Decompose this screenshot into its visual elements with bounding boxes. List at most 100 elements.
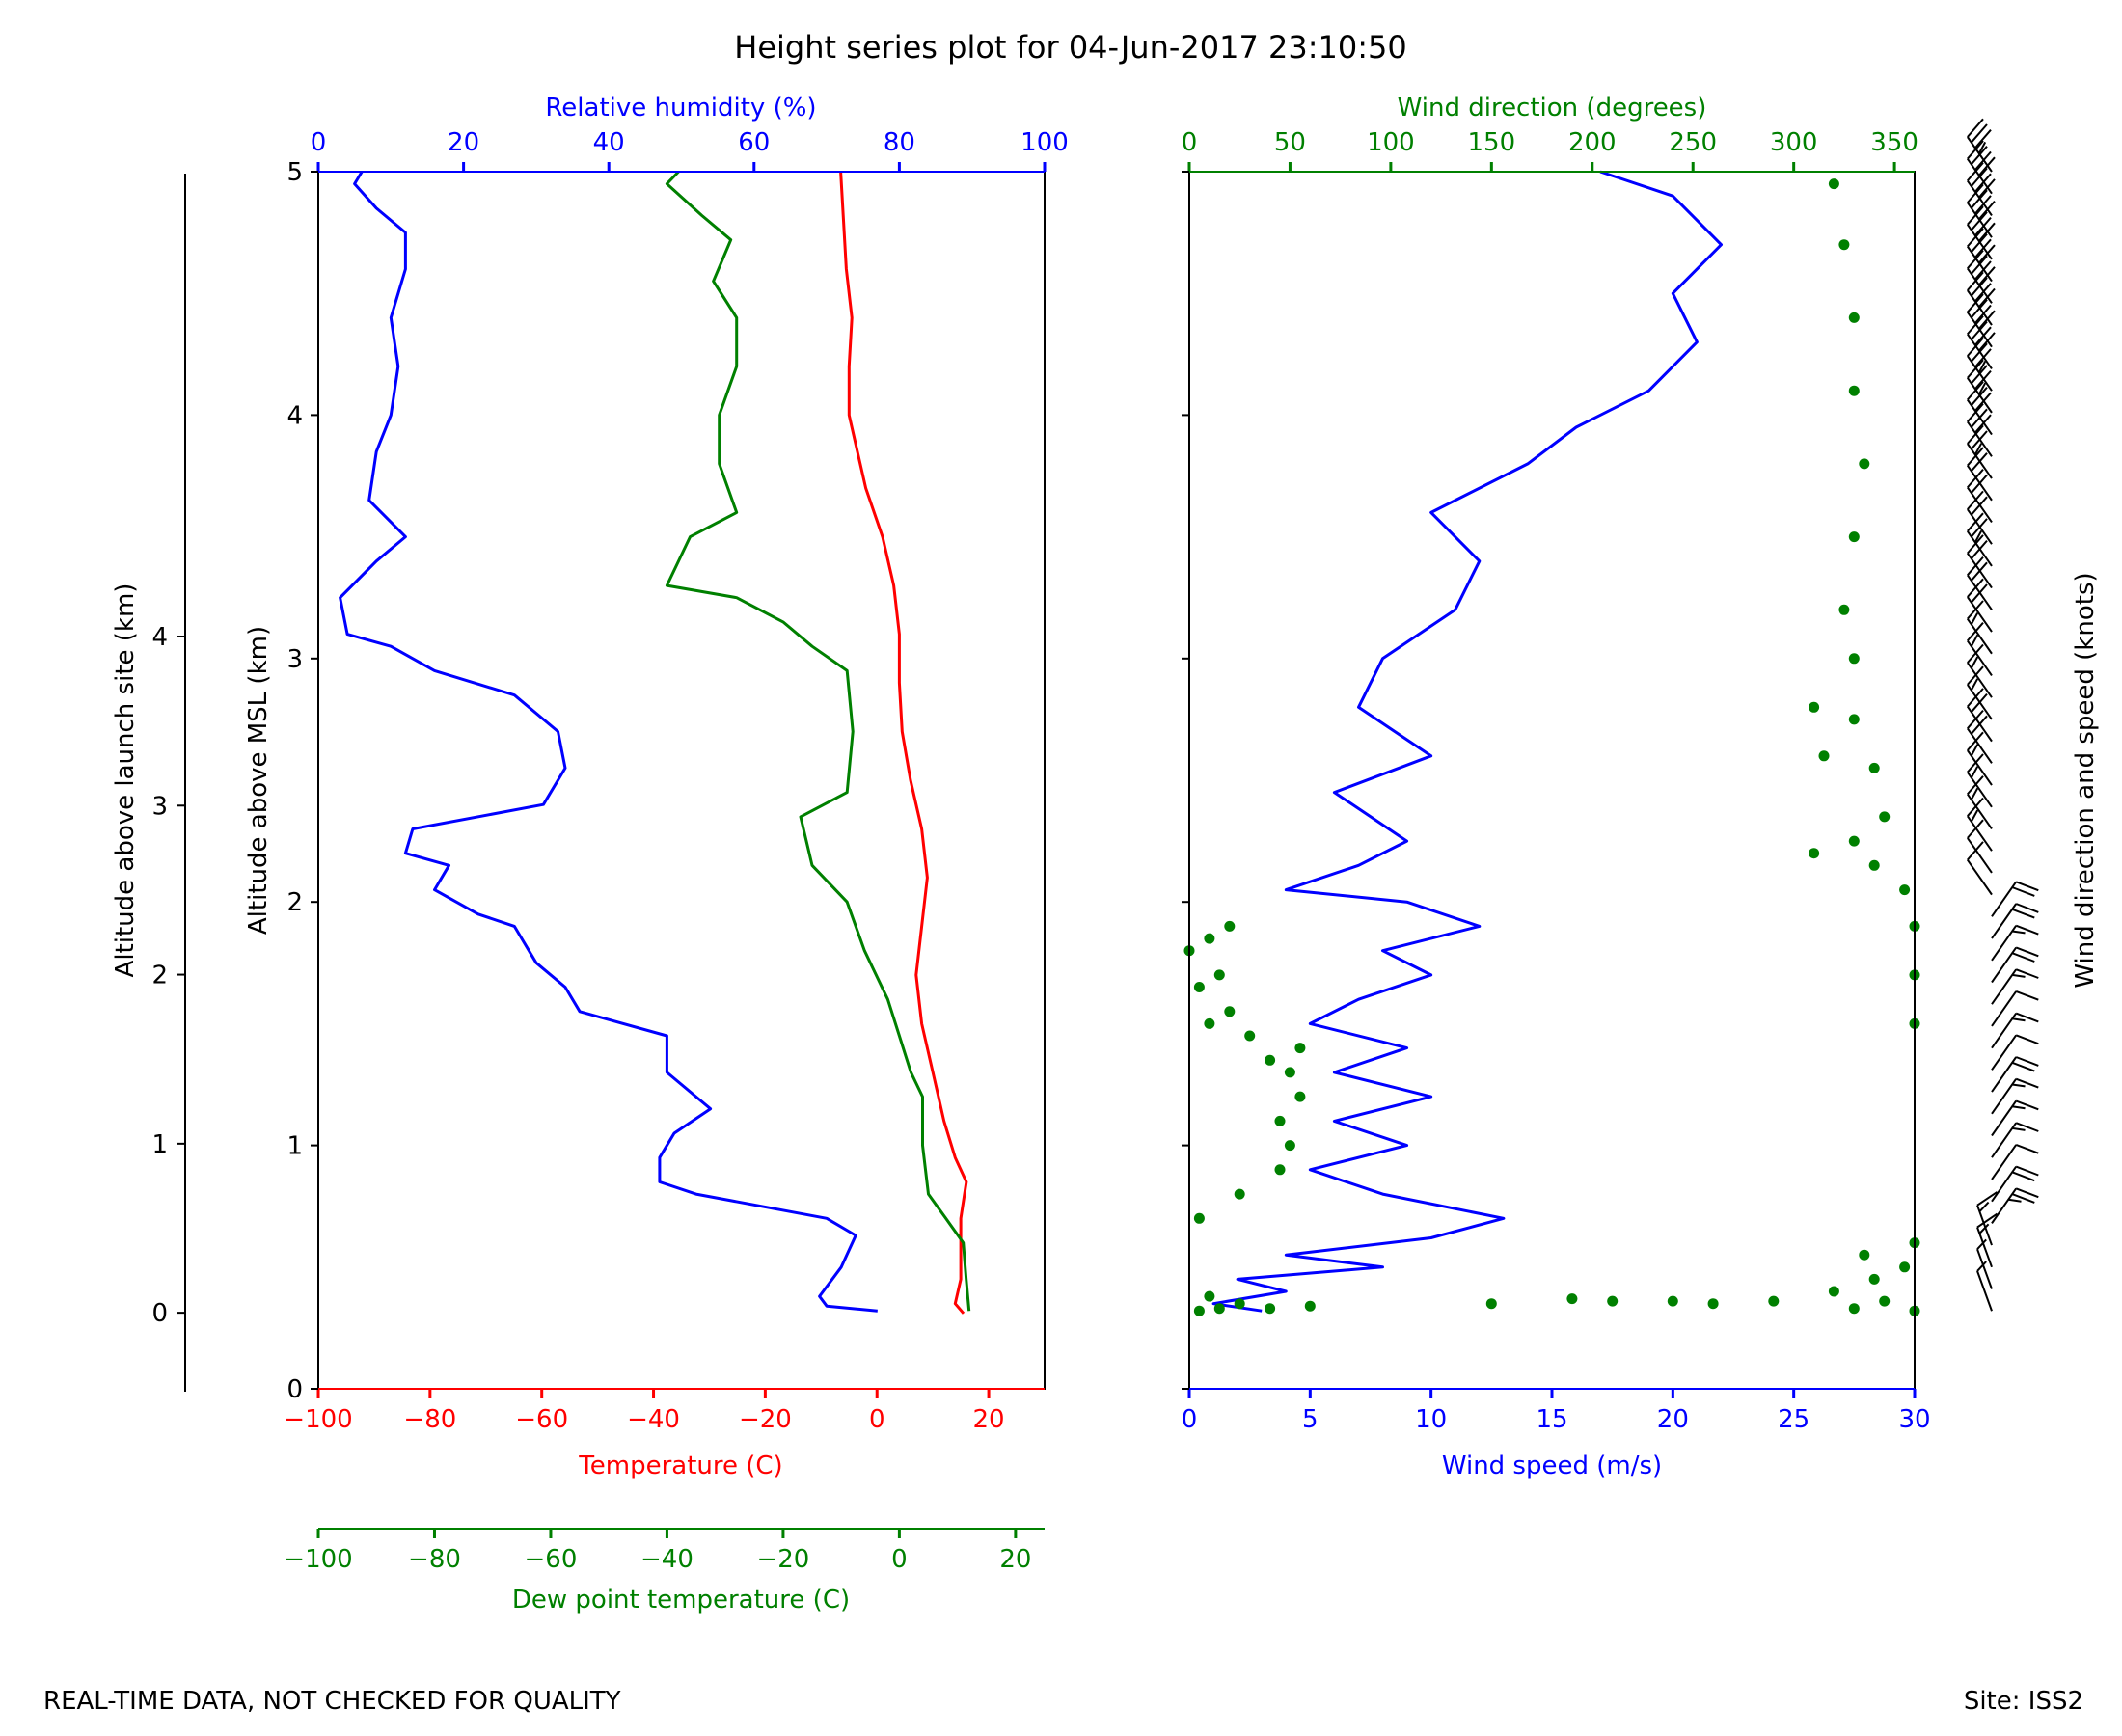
- wind-barb-feather: [1974, 348, 1992, 368]
- wind-barb-staff: [1966, 443, 1993, 479]
- wind-direction-point: [1868, 859, 1880, 871]
- wind-barb-feather: [1971, 232, 1988, 253]
- wind-panel: 0 5 10 15 20 25 300 50 100 150 200 250 300 350 Wind s…: [1182, 94, 1931, 1480]
- wind-barb-feather: [1977, 141, 1987, 154]
- speed-tick-label: 0: [1182, 1405, 1198, 1434]
- wind-barb-staff: [1966, 465, 1993, 502]
- wind-barb-feather: [1967, 731, 1984, 751]
- wind-barb-feather: [1971, 692, 1988, 713]
- rh-tick-label: 20: [448, 128, 479, 157]
- wind-barb-staff: [1991, 881, 2018, 917]
- wind-barb-feather: [1967, 665, 1984, 686]
- wind-barb-feather: [2011, 886, 2035, 897]
- wind-direction-point: [1284, 1140, 1295, 1152]
- wind-barb-feather: [2011, 1171, 2035, 1182]
- dir-axis-label: Wind direction (degrees): [1398, 94, 1707, 122]
- wind-barb-staff: [1966, 837, 1993, 874]
- wind-series: [1183, 170, 1920, 1316]
- speed-tick-label: 10: [1415, 1405, 1447, 1434]
- dir-tick-label: 350: [1870, 128, 1918, 157]
- wind-speed-line: [1211, 170, 1723, 1313]
- wind-direction-point: [1828, 178, 1839, 190]
- wind-barb-staff: [1966, 377, 1993, 414]
- wind-direction-point: [1848, 714, 1860, 725]
- wind-barb-feather: [1967, 688, 1984, 708]
- wind-barb-feather: [1967, 381, 1984, 401]
- wind-direction-point: [1818, 750, 1830, 762]
- wind-barb-staff: [1966, 553, 1993, 589]
- wind-direction-point: [1879, 811, 1891, 823]
- wind-barb-feather: [1970, 787, 1979, 800]
- dew-tick-label: −20: [756, 1545, 809, 1574]
- temp-axis-label: Temperature (C): [578, 1451, 782, 1480]
- wind-barb-feather: [1967, 359, 1984, 379]
- chart-title: Height series plot for 04-Jun-2017 23:10…: [734, 29, 1406, 66]
- wind-direction-point: [1193, 1305, 1205, 1316]
- wind-barb-staff: [1966, 355, 1993, 392]
- speed-tick-label: 30: [1898, 1405, 1930, 1434]
- wind-barb-feather: [1978, 156, 1996, 176]
- wind-barb-staff: [1991, 1187, 2018, 1224]
- launch-tick-label: 1: [151, 1130, 168, 1159]
- wind-barb-staff: [1991, 1122, 2018, 1158]
- wind-barb-feather: [2015, 946, 2039, 958]
- wind-barb-staff: [1991, 990, 2018, 1027]
- wind-barb-feather: [2012, 973, 2026, 978]
- wind-barb-feather: [1971, 539, 1988, 559]
- rh-profile-line: [339, 171, 878, 1313]
- wind-barb-feather: [1974, 195, 1992, 215]
- wind-barb-feather: [1971, 342, 1988, 363]
- wind-barb-feather: [1967, 643, 1984, 664]
- wind-barb-staff: [1991, 1034, 2018, 1071]
- wind-direction-point: [1859, 1249, 1870, 1261]
- wind-barb-feather: [2015, 1143, 2039, 1154]
- wind-barb-staff: [1966, 508, 1993, 545]
- wind-barb-feather: [2012, 1105, 2026, 1110]
- wind-barb-staff: [1966, 749, 1993, 786]
- dew-tick-label: −60: [525, 1545, 578, 1574]
- dir-tick-label: 50: [1274, 128, 1306, 157]
- wind-direction-point: [1566, 1293, 1578, 1305]
- footer-quality-note: REAL-TIME DATA, NOT CHECKED FOR QUALITY: [43, 1687, 621, 1716]
- wind-barb-feather: [2015, 1077, 2039, 1089]
- dir-tick-label: 0: [1182, 128, 1198, 157]
- wind-direction-point: [1265, 1054, 1276, 1066]
- wind-direction-point: [1234, 1188, 1245, 1200]
- wind-barb-feather: [2012, 1017, 2026, 1022]
- wind-barb-feather: [1977, 361, 1987, 373]
- wind-barb-feather: [1967, 556, 1984, 576]
- wind-barb-feather: [1971, 386, 1988, 406]
- wind-barb-staff: [1966, 684, 1993, 720]
- barbs-axis-label: Wind direction and speed (knots): [2071, 572, 2100, 988]
- wind-barb-feather: [1970, 656, 1979, 669]
- wind-barb-staff: [1976, 1270, 1993, 1312]
- wind-barb-feather: [1974, 326, 1992, 346]
- wind-direction-point: [1848, 653, 1860, 665]
- wind-barb-feather: [1967, 622, 1984, 642]
- wind-barb-feather: [1978, 332, 1996, 352]
- wind-barb-staff: [1966, 727, 1993, 764]
- wind-barb-feather: [1971, 430, 1988, 450]
- wind-direction-point: [1224, 1006, 1236, 1017]
- wind-barb-staff: [1991, 1056, 2018, 1093]
- wind-barb-staff: [1991, 903, 2018, 939]
- wind-barb-feather: [1971, 496, 1988, 516]
- msl-axis-label: Altitude above MSL (km): [244, 626, 273, 935]
- wind-barb-staff: [1966, 793, 1993, 830]
- wind-barb-feather: [1978, 266, 1996, 286]
- wind-barb-feather: [2015, 1187, 2039, 1199]
- wind-direction-point: [1224, 920, 1236, 932]
- wind-barb-feather: [1967, 600, 1984, 620]
- wind-barb-staff: [1966, 596, 1993, 633]
- wind-barb-feather: [1967, 162, 1984, 182]
- temp-tick-label: −80: [403, 1405, 456, 1434]
- wind-barb-staff: [1966, 706, 1993, 743]
- dew-tick-label: 20: [999, 1545, 1031, 1574]
- wind-barb-feather: [1967, 753, 1984, 773]
- wind-direction-point: [1204, 1017, 1215, 1029]
- wind-barb-staff: [1966, 639, 1993, 677]
- dew-tick-label: −80: [408, 1545, 461, 1574]
- launch-tick-label: 0: [151, 1299, 168, 1328]
- wind-barb-feather: [1967, 775, 1984, 796]
- dew-tick-label: 0: [891, 1545, 908, 1574]
